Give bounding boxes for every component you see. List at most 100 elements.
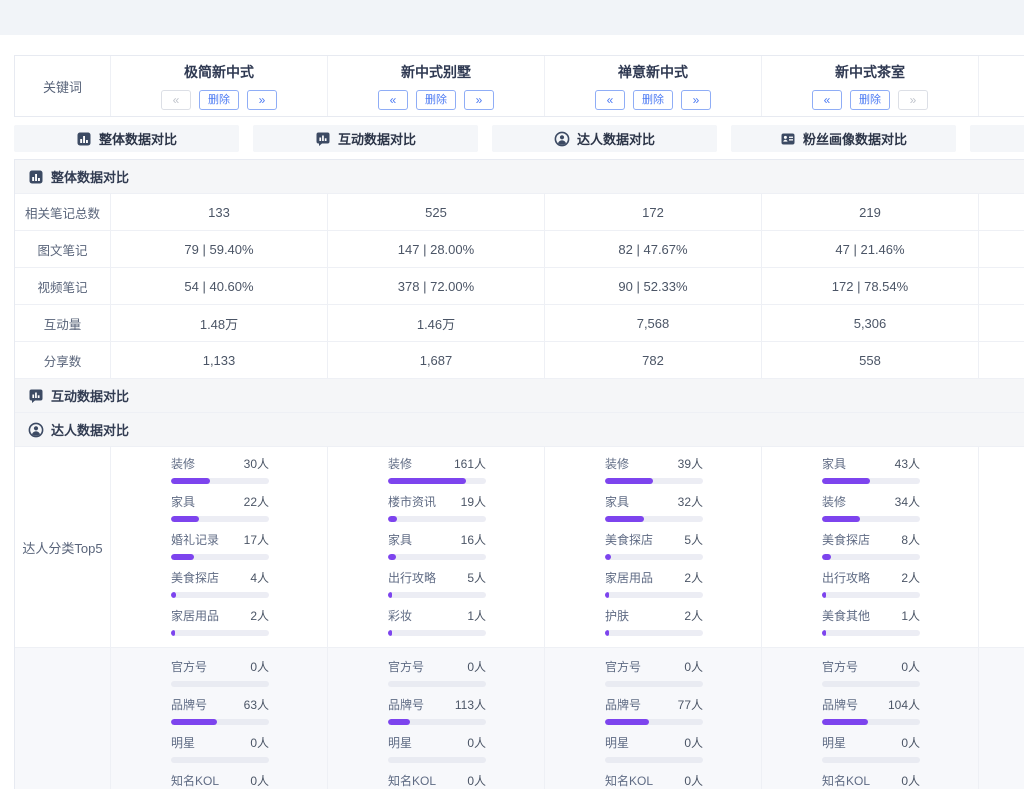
bar-track [822, 516, 920, 522]
bar-fill [822, 719, 869, 725]
bar-track [171, 719, 269, 725]
metric-value-cell: 172 | 78.54% [762, 268, 979, 304]
bar-track [388, 478, 486, 484]
bar-category-value: 161人 [453, 457, 486, 471]
bar-category-value: 2人 [250, 609, 269, 623]
bar-fill [822, 592, 826, 598]
bar-track [388, 681, 486, 687]
bar-fill [822, 516, 861, 522]
bar-fill [171, 478, 211, 484]
category-bar-chart: 官方号 0人 品牌号 77人 明星 0人 知名KOL 0人 [545, 648, 762, 789]
bar-category-value: 0人 [467, 660, 486, 674]
bar-metric: 明星 0人 [822, 734, 920, 772]
bar-track [171, 516, 269, 522]
bar-fill [822, 478, 871, 484]
delete-keyword-button[interactable]: 删除 [850, 90, 890, 110]
bar-fill [822, 554, 831, 560]
bar-fill [605, 592, 609, 598]
metric-value-cell: 378 | 72.00% [328, 268, 545, 304]
bar-track [388, 592, 486, 598]
bar-category-label: 家具 [822, 457, 847, 471]
bar-metric: 明星 0人 [388, 734, 486, 772]
bar-category-label: 知名KOL [388, 774, 437, 788]
delete-keyword-button[interactable]: 删除 [633, 90, 673, 110]
section-expert-icon [28, 422, 44, 438]
bar-category-value: 0人 [684, 774, 703, 788]
bar-fill [388, 516, 397, 522]
keyword-row-label: 关键词 [15, 56, 111, 116]
bar-metric-head: 品牌号 104人 [822, 696, 920, 712]
bar-metric: 家具 16人 [388, 531, 486, 569]
bar-category-label: 官方号 [822, 660, 859, 674]
bar-track [822, 719, 920, 725]
bar-metric: 家具 43人 [822, 455, 920, 493]
metric-value-cell: 79 | 59.40% [111, 231, 328, 267]
bar-category-value: 0人 [901, 774, 920, 788]
bar-metric-head: 美食其他 1人 [822, 607, 920, 623]
section-band-expert: 达人数据对比 [15, 413, 1024, 447]
bar-category-label: 美食探店 [605, 533, 654, 547]
bar-metric: 品牌号 104人 [822, 696, 920, 734]
bar-metric: 楼市资讯 19人 [388, 493, 486, 531]
bar-category-value: 0人 [467, 736, 486, 750]
bar-fill [605, 478, 654, 484]
bar-metric: 明星 0人 [605, 734, 703, 772]
bar-fill [171, 516, 200, 522]
delete-keyword-button[interactable]: 删除 [199, 90, 239, 110]
prev-keyword-button[interactable]: « [812, 90, 842, 110]
bar-metric: 出行攻略 5人 [388, 569, 486, 607]
bar-metric: 家具 22人 [171, 493, 269, 531]
tab-达人数据对比[interactable]: 达人数据对比 [492, 125, 717, 152]
tab-互动数据对比[interactable]: 互动数据对比 [253, 125, 478, 152]
bar-metric: 官方号 0人 [388, 658, 486, 696]
bar-category-value: 63人 [243, 698, 269, 712]
bar-category-value: 0人 [250, 660, 269, 674]
bar-track [822, 681, 920, 687]
bar-metric: 官方号 0人 [605, 658, 703, 696]
metric-value-empty [979, 305, 1024, 341]
bar-track [822, 554, 920, 560]
delete-keyword-button[interactable]: 删除 [416, 90, 456, 110]
tab-整体数据对比[interactable]: 整体数据对比 [14, 125, 239, 152]
prev-keyword-button[interactable]: « [378, 90, 408, 110]
category-bar-chart: 官方号 0人 品牌号 104人 明星 0人 知名KOL 0人 [762, 648, 979, 789]
bar-category-value: 8人 [901, 533, 920, 547]
bar-category-label: 彩妆 [388, 609, 413, 623]
tab-粉丝画像数据对比[interactable]: 粉丝画像数据对比 [731, 125, 956, 152]
bar-fill [605, 554, 611, 560]
bar-metric-head: 品牌号 113人 [388, 696, 486, 712]
bar-category-label: 官方号 [388, 660, 425, 674]
bar-category-label: 明星 [171, 736, 196, 750]
section-overall-icon [28, 169, 44, 185]
bar-category-label: 装修 [388, 457, 413, 471]
bar-fill [171, 719, 218, 725]
next-keyword-button[interactable]: » [464, 90, 494, 110]
bar-metric-head: 装修 161人 [388, 455, 486, 471]
bar-metric: 婚礼记录 17人 [171, 531, 269, 569]
bar-category-label: 知名KOL [171, 774, 220, 788]
category-bar-chart: 官方号 0人 品牌号 113人 明星 0人 知名KOL 0人 [328, 648, 545, 789]
bar-fill [171, 554, 194, 560]
bubble-chart-icon [315, 131, 331, 147]
bar-metric-head: 家居用品 2人 [171, 607, 269, 623]
prev-keyword-button[interactable]: « [595, 90, 625, 110]
person-circle-icon [554, 131, 570, 147]
section-title: 达人数据对比 [51, 423, 130, 438]
table-row: 视频笔记 54 | 40.60% 378 | 72.00% 90 | 52.33% 17… [15, 268, 1024, 305]
bar-metric-head: 官方号 0人 [605, 658, 703, 674]
bar-metric: 品牌号 113人 [388, 696, 486, 734]
metric-row-label: 图文笔记 [15, 231, 111, 267]
bar-fill [171, 592, 176, 598]
bar-metric: 美食其他 1人 [822, 607, 920, 645]
bar-metric: 家居用品 2人 [171, 607, 269, 645]
section-interaction-icon [28, 388, 44, 404]
bar-track [171, 554, 269, 560]
bar-metric: 美食探店 8人 [822, 531, 920, 569]
keyword-column-header: 新中式别墅 « 删除 » [328, 56, 545, 116]
next-keyword-button[interactable]: » [681, 90, 711, 110]
next-keyword-button[interactable]: » [247, 90, 277, 110]
bar-category-label: 美食探店 [171, 571, 220, 585]
expert-top5-empty [979, 447, 1024, 647]
category-bar-chart: 家具 43人 装修 34人 美食探店 8人 出行攻略 2人 美食其他 1人 [762, 447, 979, 647]
metric-value-empty [979, 268, 1024, 304]
